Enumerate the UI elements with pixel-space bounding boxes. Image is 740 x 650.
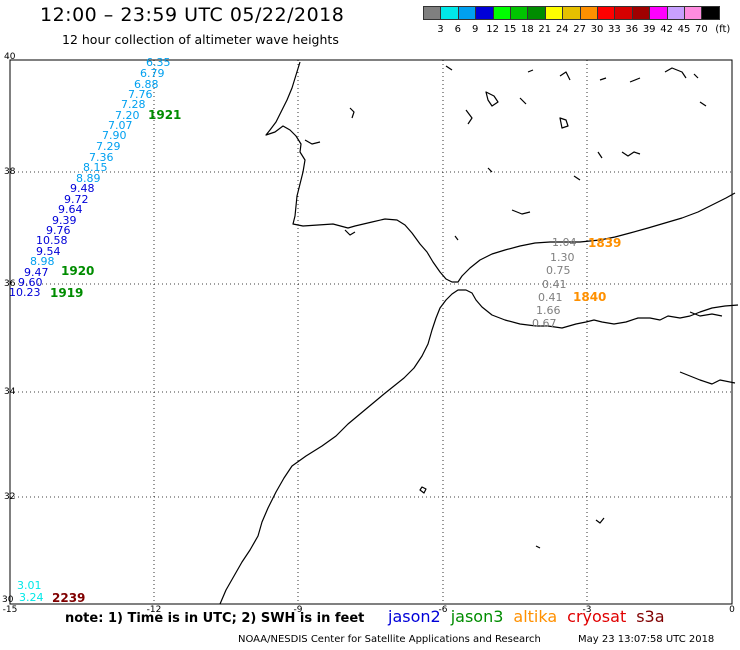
color-scale-label: 15 — [503, 24, 517, 35]
color-scale-label: 6 — [454, 24, 461, 35]
wave-height-label: 0.67 — [532, 317, 557, 330]
color-scale-label: 3 — [437, 24, 444, 35]
color-scale-label: 27 — [573, 24, 586, 35]
lon-tick-label: -3 — [583, 605, 592, 615]
lon-tick-label: -15 — [3, 605, 18, 615]
wave-height-label: 7.29 — [96, 140, 121, 153]
wave-height-label: 1.04 — [552, 236, 577, 249]
generated-timestamp: May 23 13:07:58 UTC 2018 — [578, 634, 715, 645]
pass-time-label: 2239 — [52, 591, 85, 605]
pass-time-label: 1839 — [588, 236, 621, 250]
wave-height-label: 0.41 — [538, 291, 563, 304]
legend-jason2: jason2 — [388, 607, 441, 626]
wave-height-label: 7.28 — [121, 98, 146, 111]
wave-height-label: 9.60 — [18, 276, 43, 289]
color-scale-label: 9 — [472, 24, 479, 35]
wave-height-label: 10.23 — [9, 286, 41, 299]
lon-axis: -15 -12 -9 -6 -3 0 — [3, 605, 735, 615]
wave-height-label: 7.76 — [128, 88, 153, 101]
color-scale-label: 36 — [625, 24, 639, 35]
lat-tick-label: 40 — [4, 52, 16, 62]
lat-tick-label: 36 — [4, 279, 16, 289]
color-scale-label: 30 — [590, 24, 604, 35]
footnote: note: 1) Time is in UTC; 2) SWH is in fe… — [65, 611, 365, 626]
wave-height-label: 7.07 — [108, 119, 133, 132]
pass-time-label: 1840 — [573, 290, 606, 304]
lat-axis: 40 38 36 34 32 30 — [2, 52, 16, 605]
wave-height-label: 10.58 — [36, 234, 68, 247]
chart-title: 12:00 – 23:59 UTC 05/22/2018 — [40, 4, 345, 26]
wave-height-label: 9.48 — [70, 182, 95, 195]
legend-s3a: s3a — [636, 607, 665, 626]
wave-height-label: 9.54 — [36, 245, 61, 258]
color-scale-label: 45 — [677, 24, 691, 35]
wave-height-label: 9.47 — [24, 266, 49, 279]
wave-height-label: 9.76 — [46, 224, 71, 237]
wave-height-label: 7.36 — [89, 151, 114, 164]
wave-height-label: 9.72 — [64, 193, 89, 206]
pass-time-labels: 1921 1920 1919 1839 1840 2239 — [50, 108, 621, 605]
wave-height-label: 8.15 — [83, 161, 108, 174]
color-scale-label: 33 — [608, 24, 621, 35]
color-swatch — [701, 6, 720, 20]
wave-height-label: 6.79 — [140, 67, 165, 80]
wave-height-label: 8.98 — [30, 255, 55, 268]
satellite-legend: jason2 jason3 altika cryosat s3a — [388, 607, 675, 626]
wave-height-label: 1.66 — [536, 304, 561, 317]
observation-labels: 6.35 6.79 6.88 7.76 7.28 7.20 7.07 7.90 … — [9, 56, 577, 604]
pass-time-label: 1921 — [148, 108, 181, 122]
wave-height-label: 6.35 — [146, 56, 171, 69]
color-scale-label: 70 — [695, 24, 708, 35]
color-scale-label: 42 — [660, 24, 673, 35]
pass-time-label: 1919 — [50, 286, 83, 300]
wave-height-label: 8.89 — [76, 172, 101, 185]
legend-cryosat: cryosat — [567, 607, 627, 626]
color-scale-label: 18 — [521, 24, 534, 35]
legend-jason3: jason3 — [450, 607, 504, 626]
lat-tick-label: 34 — [4, 387, 16, 397]
lon-tick-label: -9 — [294, 605, 303, 615]
lon-tick-label: -12 — [147, 605, 162, 615]
color-scale-label: 12 — [486, 24, 499, 35]
wave-height-label: 9.64 — [58, 203, 83, 216]
lat-tick-label: 30 — [2, 595, 14, 605]
color-scale-label: 21 — [538, 24, 552, 35]
chart-subtitle: 12 hour collection of altimeter wave hei… — [62, 32, 339, 47]
lat-tick-label: 32 — [4, 492, 15, 502]
wave-height-label: 0.75 — [546, 264, 571, 277]
wave-height-label: 3.24 — [19, 591, 44, 604]
wave-height-label: 7.20 — [115, 109, 140, 122]
wave-height-label: 0.41 — [542, 278, 567, 291]
wave-height-label: 7.90 — [102, 129, 127, 142]
legend-altika: altika — [513, 607, 558, 626]
map-frame — [9, 59, 733, 605]
wave-height-label: 9.39 — [52, 214, 77, 227]
credit-line: NOAA/NESDIS Center for Satellite Applica… — [238, 634, 541, 645]
pass-time-label: 1920 — [61, 264, 94, 278]
color-scale-label: 24 — [555, 24, 569, 35]
lon-tick-label: 0 — [729, 605, 735, 615]
color-scale-unit: (ft) — [715, 24, 731, 35]
color-scale-label: 39 — [642, 24, 656, 35]
wave-height-label: 6.88 — [134, 78, 159, 91]
lat-tick-label: 38 — [4, 167, 16, 177]
graticule — [10, 60, 732, 604]
lon-tick-label: -6 — [439, 605, 448, 615]
wave-height-label: 3.01 — [17, 579, 42, 592]
coastline — [219, 61, 739, 605]
wave-height-label: 1.30 — [550, 251, 575, 264]
